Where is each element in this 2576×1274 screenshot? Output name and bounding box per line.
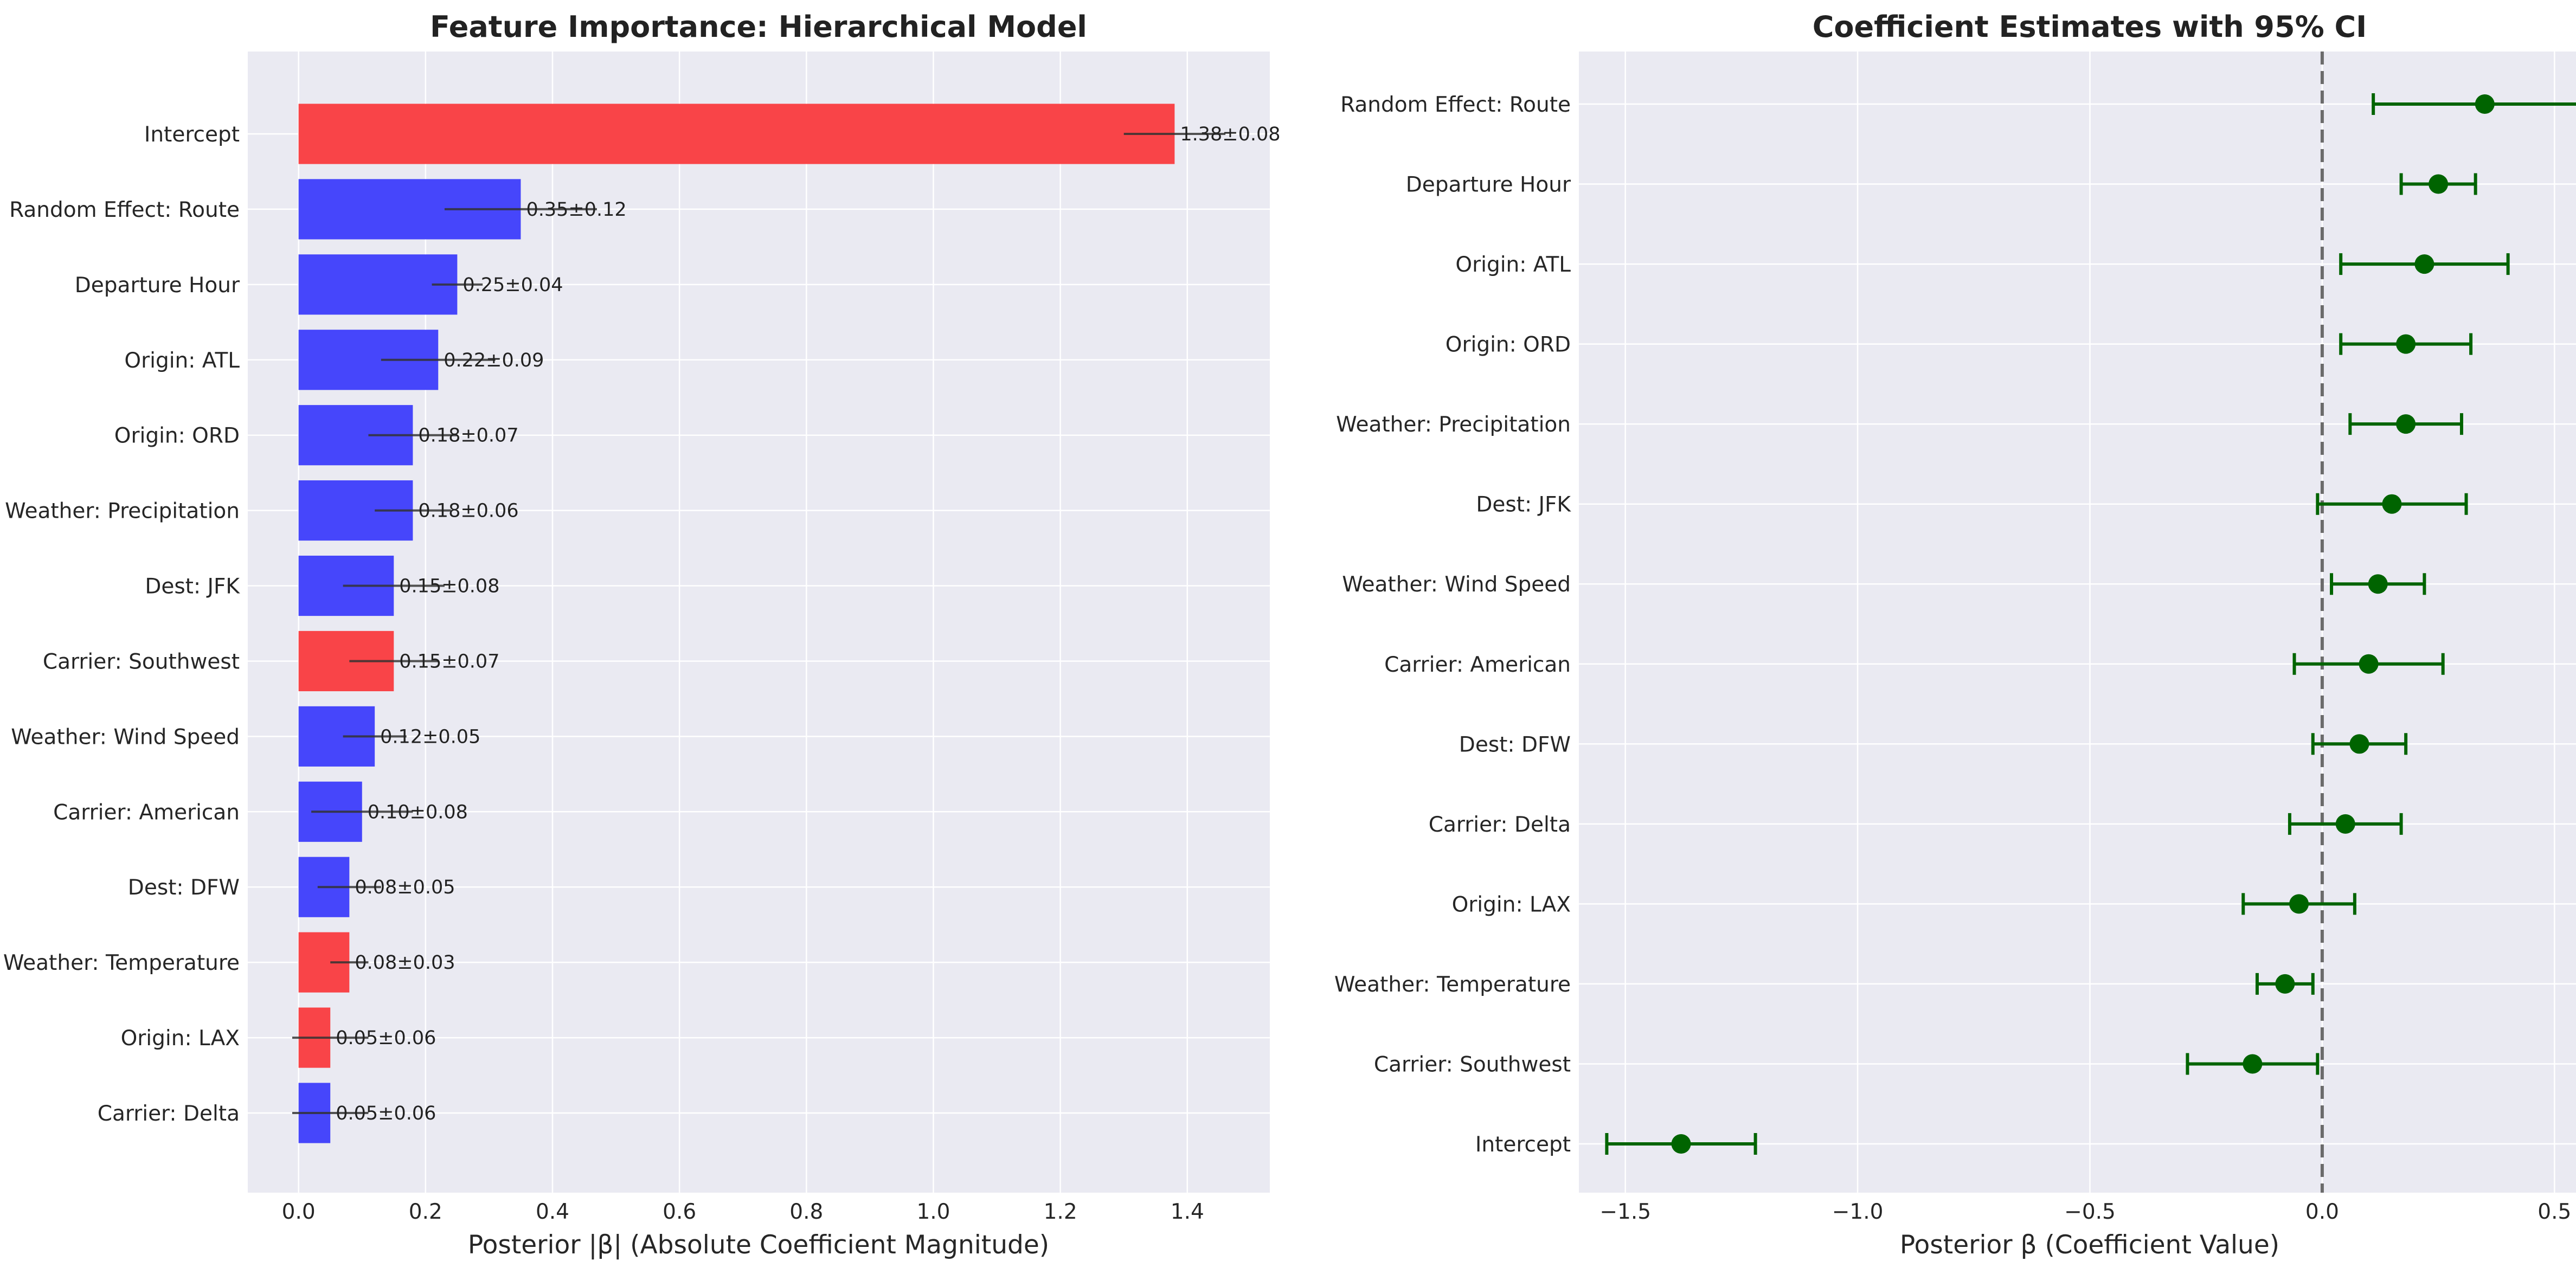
importance-y-tick-labels: Intercept Random Effect: Route Departure H… — [3, 123, 241, 1126]
importance-y-tick-label: Origin: ATL — [124, 349, 240, 373]
importance-y-tick-label: Weather: Precipitation — [5, 499, 240, 524]
coefficient-y-tick-label: Carrier: American — [1384, 653, 1571, 677]
coefficient-point — [2243, 1054, 2263, 1074]
importance-value-label: 0.15±0.07 — [399, 651, 499, 672]
importance-x-tick-label: 1.2 — [1044, 1200, 1077, 1224]
importance-value-label: 0.25±0.04 — [462, 274, 563, 296]
importance-x-tick-label: 1.0 — [916, 1200, 950, 1224]
coefficient-y-tick-label: Weather: Temperature — [1334, 973, 1571, 997]
importance-x-tick-label: 0.8 — [789, 1200, 823, 1224]
coefficient-y-tick-label: Dest: JFK — [1476, 493, 1571, 517]
importance-x-tick-label: 0.0 — [282, 1200, 316, 1224]
importance-y-tick-label: Departure Hour — [75, 273, 240, 298]
importance-y-tick-label: Dest: JFK — [145, 575, 240, 599]
importance-plot-area — [248, 52, 1270, 1193]
importance-title: Feature Importance: Hierarchical Model — [430, 10, 1087, 44]
importance-value-label: 0.12±0.05 — [380, 726, 480, 748]
coefficient-point — [2396, 414, 2416, 434]
importance-value-label: 0.05±0.06 — [336, 1027, 436, 1049]
importance-value-label: 0.15±0.08 — [399, 576, 499, 597]
importance-panel: 1.38±0.08 0.35±0.12 0.25±0.04 0.22±0.09 0.18… — [3, 10, 1281, 1260]
importance-bar — [298, 104, 1175, 164]
coefficient-plot-area — [1579, 52, 2576, 1193]
coefficient-y-tick-label: Origin: ORD — [1446, 333, 1571, 357]
coefficient-point — [2289, 894, 2309, 914]
importance-value-label: 0.08±0.03 — [355, 952, 455, 974]
coefficient-point — [2382, 494, 2402, 514]
coefficient-y-tick-label: Origin: ATL — [1455, 253, 1571, 277]
coefficient-x-tick-label: −1.5 — [1599, 1200, 1651, 1224]
importance-value-label: 0.05±0.06 — [336, 1103, 436, 1124]
coefficient-y-tick-label: Departure Hour — [1406, 173, 1571, 197]
importance-y-tick-label: Random Effect: Route — [9, 198, 240, 222]
coefficient-point — [2475, 94, 2495, 114]
importance-value-label: 0.08±0.05 — [355, 877, 455, 898]
importance-value-label: 0.10±0.08 — [368, 801, 468, 823]
importance-x-tick-label: 0.4 — [536, 1200, 569, 1224]
importance-value-label: 0.18±0.07 — [418, 425, 518, 447]
coefficient-point — [2275, 974, 2295, 994]
importance-value-label: 0.22±0.09 — [444, 350, 544, 371]
coefficient-point — [1671, 1134, 1691, 1154]
coefficient-errorbars — [1605, 52, 2576, 1193]
coefficient-point — [2429, 174, 2449, 194]
coefficient-y-tick-label: Weather: Wind Speed — [1342, 572, 1571, 597]
importance-y-tick-label: Carrier: Delta — [98, 1102, 240, 1126]
importance-y-tick-label: Origin: LAX — [121, 1026, 240, 1051]
importance-x-tick-label: 1.4 — [1171, 1200, 1204, 1224]
coefficient-panel: Random Effect: Route Departure Hour Origin… — [1334, 10, 2576, 1260]
coefficient-x-tick-labels: −1.5 −1.0 −0.5 0.0 0.5 — [1599, 1200, 2571, 1224]
importance-bar — [298, 254, 458, 315]
importance-value-label: 1.38±0.08 — [1180, 124, 1280, 145]
coefficient-point — [2396, 334, 2416, 354]
coefficient-point — [2359, 654, 2379, 674]
coefficient-y-tick-label: Random Effect: Route — [1340, 93, 1571, 117]
coefficient-y-tick-labels: Random Effect: Route Departure Hour Origin… — [1334, 93, 1572, 1157]
coefficient-y-tick-label: Weather: Precipitation — [1336, 413, 1571, 437]
importance-value-label: 0.18±0.06 — [418, 500, 518, 522]
importance-x-axis-label: Posterior |β| (Absolute Coefficient Magn… — [468, 1230, 1049, 1260]
importance-y-tick-label: Weather: Wind Speed — [11, 725, 240, 749]
coefficient-x-tick-label: 0.5 — [2538, 1200, 2571, 1224]
coefficient-point — [2349, 734, 2369, 754]
importance-y-tick-label: Dest: DFW — [128, 876, 240, 900]
importance-y-tick-label: Origin: ORD — [114, 424, 240, 448]
coefficient-x-tick-label: −1.0 — [1832, 1200, 1884, 1224]
coefficient-title: Coefficient Estimates with 95% CI — [1813, 10, 2367, 44]
coefficient-point — [2335, 814, 2355, 834]
importance-bars: 1.38±0.08 0.35±0.12 0.25±0.04 0.22±0.09 0.18… — [292, 104, 1281, 1143]
coefficient-y-tick-label: Dest: DFW — [1459, 732, 1571, 757]
importance-y-tick-label: Weather: Temperature — [3, 951, 240, 975]
coefficient-x-tick-label: −0.5 — [2064, 1200, 2116, 1224]
importance-y-tick-label: Carrier: Southwest — [43, 649, 240, 674]
coefficient-y-tick-label: Intercept — [1475, 1133, 1571, 1157]
importance-x-tick-label: 0.2 — [409, 1200, 442, 1224]
coefficient-x-tick-label: 0.0 — [2305, 1200, 2339, 1224]
importance-x-tick-labels: 0.0 0.2 0.4 0.6 0.8 1.0 1.2 1.4 — [282, 1200, 1204, 1224]
importance-value-label: 0.35±0.12 — [526, 199, 626, 221]
coefficient-y-tick-label: Carrier: Delta — [1429, 813, 1571, 837]
importance-y-tick-label: Carrier: American — [53, 800, 240, 825]
importance-x-tick-label: 0.6 — [663, 1200, 696, 1224]
importance-y-tick-label: Intercept — [144, 123, 240, 147]
coefficient-y-tick-label: Carrier: Southwest — [1374, 1052, 1571, 1077]
coefficient-point — [2414, 254, 2434, 274]
coefficient-point — [2368, 574, 2388, 594]
coefficient-x-axis-label: Posterior β (Coefficient Value) — [1900, 1230, 2279, 1260]
coefficient-y-tick-label: Origin: LAX — [1452, 892, 1571, 917]
